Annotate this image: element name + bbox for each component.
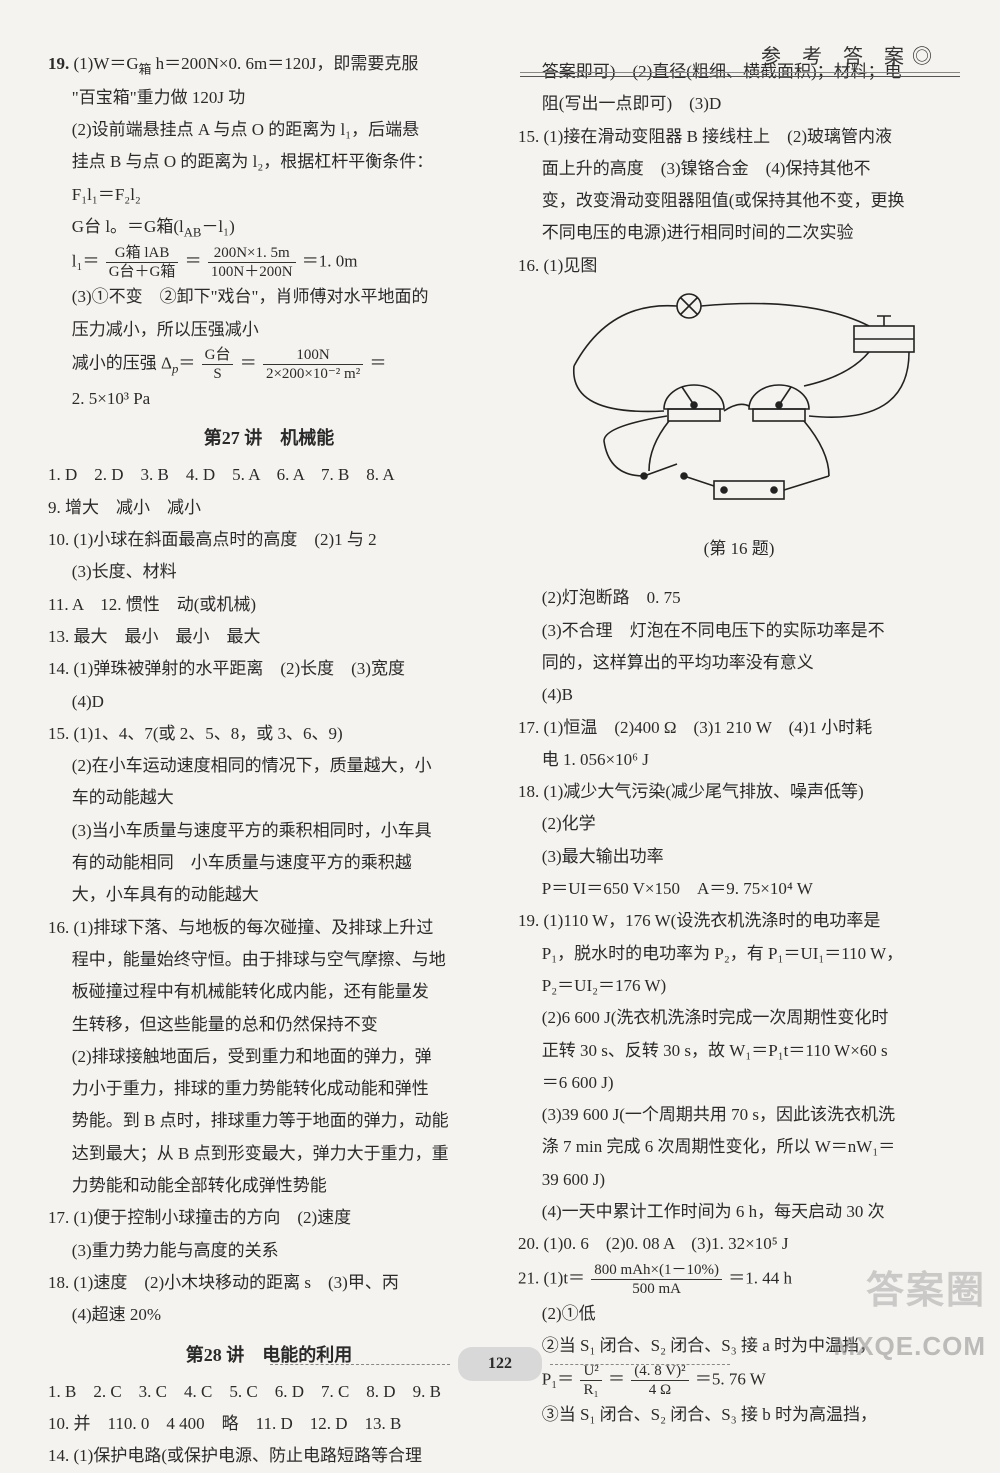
s27-q15a: 15. (1)1、4、7(或 2、5、8，或 3、6、9) [48,718,490,750]
r-16b: (2)灯泡断路 0. 75 [518,582,960,614]
s27-q16e: (2)排球接触地面后，受到重力和地面的弹力，弹 [48,1041,490,1073]
frac-21: 800 mAh×(1－10%)500 mA [591,1261,722,1298]
r-14b: 阻(写出一点即可) (3)D [518,88,960,120]
r-15b: 面上升的高度 (3)镍铬合金 (4)保持其他不 [518,153,960,185]
q19-l7: l₁＝ G箱 lABG台＋G箱 ＝ 200N×1. 5m100N＋200N ＝1… [48,244,490,281]
r-19d: (2)6 600 J(洗衣机洗涤时完成一次周期性变化时 [518,1002,960,1034]
r-17a: 17. (1)恒温 (2)400 Ω (3)1 210 W (4)1 小时耗 [518,712,960,744]
r-19j: (4)一天中累计工作时间为 6 h，每天启动 30 次 [518,1196,960,1228]
q19-l8: (3)①不变 ②卸下"戏台"，肖师傅对水平地面的 [48,281,490,313]
circuit-diagram [549,286,929,516]
frac1: G箱 lABG台＋G箱 [106,244,179,281]
header-rule [520,72,960,77]
s27-mc: 1. D 2. D 3. B 4. D 5. A 6. A 7. B 8. A [48,459,490,491]
r-15a: 15. (1)接在滑动变阻器 B 接线柱上 (2)玻璃管内液 [518,121,960,153]
s27-q15e: 有的动能相同 小车质量与速度平方的乘积越 [48,847,490,879]
q19-l3: (2)设前端悬挂点 A 与点 O 的距离为 l₁，后端悬 [48,114,490,146]
r-16a: 16. (1)见图 [518,250,960,282]
s27-q10b: (3)长度、材料 [48,556,490,588]
s27-q11: 11. A 12. 惯性 动(或机械) [48,589,490,621]
s27-q18a: 18. (1)速度 (2)小木块移动的距离 s (3)甲、丙 [48,1267,490,1299]
r-19b: P₁，脱水时的电功率为 P₂，有 P₁＝UI₁＝110 W， [518,938,960,970]
r-15d: 不同电压的电源)进行相同时间的二次实验 [518,217,960,249]
right-column: 答案即可) (2)直径(粗细、横截面积)；材料；电 阻(写出一点即可) (3)D… [518,48,960,1367]
r-19i: 39 600 J) [518,1164,960,1196]
r-19a: 19. (1)110 W，176 W(设洗衣机洗涤时的电功率是 [518,905,960,937]
s27-q15d: (3)当小车质量与速度平方的乘积相同时，小车具 [48,815,490,847]
r-18b: (2)化学 [518,808,960,840]
r-15c: 变，改变滑动变阻器阻值(或保持其他不变，更换 [518,185,960,217]
frac2: 200N×1. 5m100N＋200N [208,244,296,281]
s28-q14: 14. (1)保护电路(或保护电源、防止电路短路等合理 [48,1440,490,1472]
s27-q9: 9. 增大 减小 减小 [48,492,490,524]
s27-q16b: 程中，能量始终守恒。由于排球与空气摩擦、与地 [48,944,490,976]
r-17b: 电 1. 056×10⁶ J [518,744,960,776]
page-number: 122 [458,1347,542,1381]
s27-q18b: (4)超速 20% [48,1299,490,1331]
q19-l10: 减小的压强 Δp＝ G台S ＝ 100N2×200×10⁻² m² ＝ [48,346,490,383]
r-16c: (3)不合理 灯泡在不同电压下的实际功率是不 [518,615,960,647]
watermark-url: MXQE.COM [834,1322,986,1371]
s27-q17a: 17. (1)便于控制小球撞击的方向 (2)速度 [48,1202,490,1234]
s27-q15f: 大，小车具有的动能越大 [48,879,490,911]
s27-q16g: 势能。到 B 点时，排球重力等于地面的弹力，动能 [48,1105,490,1137]
s27-q16h: 达到最大；从 B 点到形变最大，弹力大于重力，重 [48,1138,490,1170]
r-16e: (4)B [518,679,960,711]
s27-q17b: (3)重力势力能与高度的关系 [48,1235,490,1267]
q19-l6: G台 l。＝G箱(lAB－l₁) [48,211,490,245]
page-header: 参 考 答 案◎ [761,38,940,76]
frac3: G台S [202,346,234,383]
q19-num: 19. [48,54,74,73]
q19-l5: F₁l₁＝F₂l₂ [48,179,490,211]
r-21f: ③当 S₁ 闭合、S₂ 闭合、S₃ 接 b 时为高温挡， [518,1399,960,1431]
q19-l4: 挂点 B 与点 O 的距离为 l₂，根据杠杆平衡条件： [48,146,490,178]
r-18d: P＝UI＝650 V×150 A＝9. 75×10⁴ W [518,873,960,905]
s27-q15b: (2)在小车运动速度相同的情况下，质量越大，小 [48,750,490,782]
s27-q13: 13. 最大 最小 最小 最大 [48,621,490,653]
fig16-caption: (第 16 题) [518,533,960,565]
r-19e: 正转 30 s、反转 30 s，故 W₁＝P₁t＝110 W×60 s [518,1035,960,1067]
s27-q10a: 10. (1)小球在斜面最高点时的高度 (2)1 与 2 [48,524,490,556]
q19-l11: 2. 5×10³ Pa [48,383,490,415]
watermark-logo: 答案圈 [866,1255,986,1327]
s27-q16c: 板碰撞过程中有机械能转化成内能，还有能量发 [48,976,490,1008]
frac4: 100N2×200×10⁻² m² [263,346,363,383]
s27-q14b: (4)D [48,686,490,718]
r-16d: 同的，这样算出的平均功率没有意义 [518,647,960,679]
s28-q10: 10. 并 110. 0 4 400 略 11. D 12. D 13. B [48,1408,490,1440]
page-content: 19. (1)W＝G箱 h＝200N×0. 6m＝120J，即需要克服 "百宝箱… [0,0,1000,1407]
r-19g: (3)39 600 J(一个周期共用 70 s，因此该洗衣机洗 [518,1099,960,1131]
r-18c: (3)最大输出功率 [518,841,960,873]
r-19c: P₂＝UI₂＝176 W) [518,970,960,1002]
s27-q14a: 14. (1)弹珠被弹射的水平距离 (2)长度 (3)宽度 [48,653,490,685]
q19-l2: "百宝箱"重力做 120J 功 [48,82,490,114]
r-18a: 18. (1)减少大气污染(减少尾气排放、噪声低等) [518,776,960,808]
s27-q16d: 生转移，但这些能量的总和仍然保持不变 [48,1009,490,1041]
q19-line1: 19. (1)W＝G箱 h＝200N×0. 6m＝120J，即需要克服 [48,48,490,82]
s27-q15c: 车的动能越大 [48,782,490,814]
s27-q16i: 力势能和动能全部转化成弹性势能 [48,1170,490,1202]
q19-l9: 压力减小，所以压强减小 [48,314,490,346]
r-19h: 涤 7 min 完成 6 次周期性变化，所以 W＝nW₁＝ [518,1131,960,1163]
s27-q16f: 力小于重力，排球的重力势能转化成动能和弹性 [48,1073,490,1105]
section27-title: 第27 讲 机械能 [48,421,490,455]
s27-q16a: 16. (1)排球下落、与地板的每次碰撞、及排球上升过 [48,912,490,944]
left-column: 19. (1)W＝G箱 h＝200N×0. 6m＝120J，即需要克服 "百宝箱… [48,48,490,1367]
r-19f: ＝6 600 J) [518,1067,960,1099]
